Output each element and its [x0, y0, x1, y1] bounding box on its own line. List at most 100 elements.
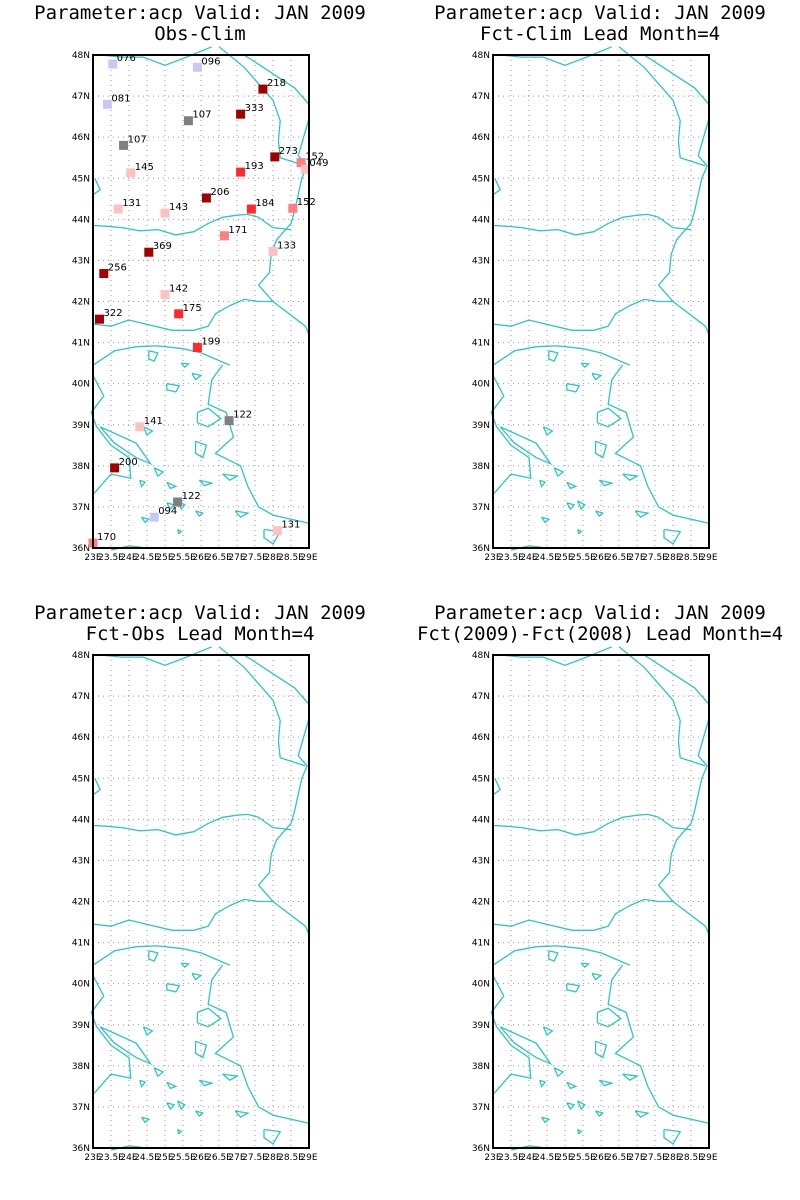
- station-marker: [272, 526, 282, 536]
- coastline: [222, 473, 239, 481]
- coastline: [657, 118, 710, 335]
- lon-tick-label: 28.5E: [678, 553, 704, 563]
- station-value-label: 133: [277, 240, 296, 251]
- coastline: [218, 646, 306, 767]
- station-marker: [108, 59, 118, 69]
- coastline: [92, 778, 102, 796]
- coastline: [99, 426, 153, 466]
- lon-tick-label: 27.5E: [242, 1153, 268, 1163]
- coastline: [198, 479, 215, 487]
- lon-tick-label: 26E: [592, 1153, 609, 1163]
- lat-tick-label: 43N: [472, 856, 490, 866]
- coastline: [499, 1026, 553, 1066]
- coastline: [92, 298, 273, 331]
- lat-tick-label: 44N: [472, 215, 490, 225]
- lat-tick-label: 38N: [72, 462, 90, 472]
- lat-tick-label: 45N: [72, 774, 90, 784]
- panel-title-line2: Fct(2009)-Fct(2008) Lead Month=4: [416, 623, 784, 645]
- station-marker: [99, 269, 109, 279]
- map-obs-clim: 36N 37N 38N 39N 40N 41N 42N 43N 44N 45N 46N 47N 48N 2…: [72, 46, 328, 563]
- coastline: [492, 213, 692, 236]
- lat-tick-label: 47N: [72, 92, 90, 102]
- station-marker: [219, 231, 229, 241]
- coastline: [492, 298, 673, 331]
- map-frame: [492, 654, 710, 1149]
- lon-tick-label: 25E: [156, 1153, 173, 1163]
- coastline: [539, 479, 547, 488]
- coastline: [577, 1100, 586, 1111]
- lon-tick-label: 27.5E: [642, 1153, 668, 1163]
- coastline: [500, 646, 613, 666]
- lon-tick-label: 25.5E: [170, 1153, 196, 1163]
- coastline: [166, 983, 181, 993]
- coastline: [166, 502, 176, 511]
- coastline: [576, 1128, 583, 1135]
- lon-tick-label: 28.5E: [278, 553, 304, 563]
- station-value-label: 171: [228, 225, 247, 236]
- coastline: [234, 510, 250, 519]
- coastline: [490, 975, 532, 1096]
- lat-tick-label: 40N: [72, 380, 90, 390]
- lat-tick-label: 39N: [472, 421, 490, 431]
- panel-title-line2: Fct-Clim Lead Month=4: [479, 23, 721, 45]
- coastline: [542, 1026, 554, 1037]
- panel-fct-diff: Parameter:acp Valid: JAN 2009 Fct(2009)-…: [400, 600, 800, 1200]
- coastline: [500, 46, 613, 66]
- lat-tick-label: 38N: [72, 1062, 90, 1072]
- coastline: [196, 407, 222, 428]
- coastline: [153, 1067, 165, 1078]
- station-marker: [160, 290, 170, 300]
- lon-tick-label: 23.5E: [98, 1153, 124, 1163]
- station-value-label: 322: [103, 308, 122, 319]
- station-value-label: 218: [267, 78, 286, 89]
- lat-tick-label: 41N: [472, 939, 490, 949]
- station-value-label: 131: [281, 520, 300, 531]
- coastline: [643, 654, 710, 705]
- station-value-label: 122: [182, 491, 201, 502]
- lat-tick-label: 37N: [472, 503, 490, 513]
- lon-tick-label: 24E: [520, 1153, 537, 1163]
- station-value-label: 107: [192, 110, 211, 121]
- coastline: [594, 440, 608, 459]
- coastline: [580, 362, 590, 369]
- lat-tick-label: 48N: [72, 651, 90, 661]
- coastline: [196, 1007, 222, 1028]
- coastline: [243, 654, 310, 705]
- coastline: [100, 646, 213, 666]
- station-marker: [224, 416, 234, 426]
- station-value-label: 170: [97, 532, 116, 543]
- coastline: [222, 1073, 239, 1081]
- lat-tick-label: 36N: [72, 1144, 90, 1154]
- station-marker: [174, 309, 184, 319]
- coastline: [198, 1079, 215, 1087]
- lon-tick-label: 25.5E: [570, 553, 596, 563]
- lat-tick-label: 44N: [472, 815, 490, 825]
- lon-tick-label: 24.5E: [134, 553, 160, 563]
- station-marker: [183, 116, 193, 126]
- coastline: [257, 718, 310, 935]
- lon-tick-label: 29E: [300, 1153, 317, 1163]
- lat-tick-label: 47N: [472, 92, 490, 102]
- coastline: [492, 178, 502, 196]
- lat-tick-label: 42N: [472, 898, 490, 908]
- station-value-label: 193: [245, 161, 264, 172]
- lon-tick-label: 24.5E: [534, 553, 560, 563]
- lat-tick-label: 36N: [72, 544, 90, 554]
- lon-tick-label: 26.5E: [206, 553, 232, 563]
- station-value-label: 152: [305, 152, 324, 163]
- coastline: [194, 1040, 208, 1059]
- lat-tick-label: 45N: [472, 774, 490, 784]
- lon-tick-label: 23.5E: [98, 553, 124, 563]
- lon-tick-label: 27E: [228, 1153, 245, 1163]
- coastline: [594, 1040, 608, 1059]
- coastline: [643, 54, 710, 105]
- map-fct-obs: 36N 37N 38N 39N 40N 41N 42N 43N 44N 45N 46N 47N 48N 2…: [72, 646, 318, 1163]
- coastline: [663, 528, 682, 545]
- coastline: [618, 46, 706, 167]
- station-value-label: 076: [117, 53, 136, 64]
- lon-tick-label: 23E: [84, 1153, 101, 1163]
- coastline: [657, 718, 710, 935]
- coastline: [566, 1102, 576, 1111]
- lon-tick-label: 25.5E: [570, 1153, 596, 1163]
- coastline: [142, 426, 154, 437]
